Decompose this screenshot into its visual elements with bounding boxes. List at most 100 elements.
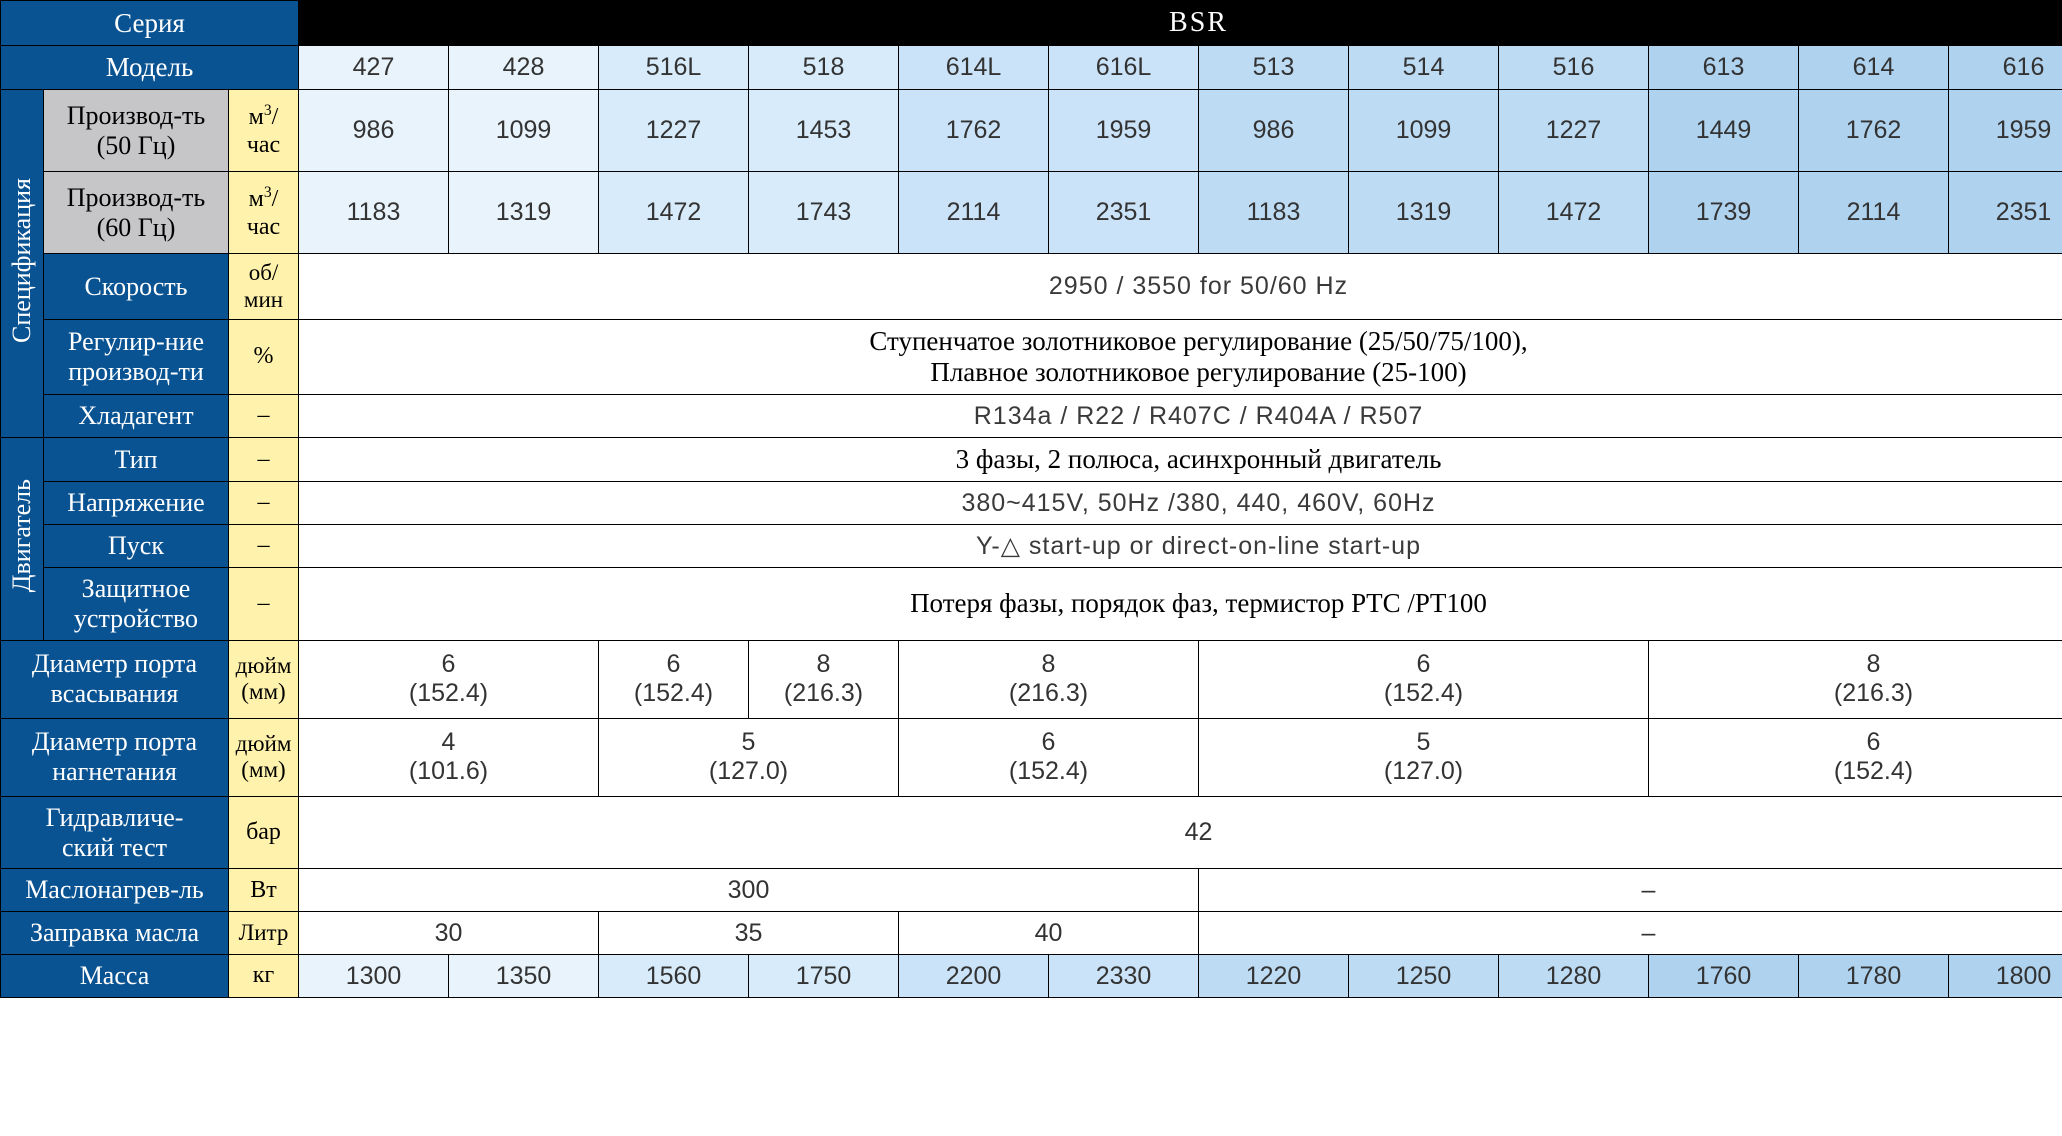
weight-val: 1800 [1949,955,2062,998]
cap60-val: 2351 [1949,172,2062,254]
heater-unit: Вт [229,869,299,912]
model-cell: 616 [1949,46,2062,90]
cap60-val: 1472 [1499,172,1649,254]
cap50-val: 1099 [449,90,599,172]
mtype-unit: – [229,438,299,482]
cap50-val: 1227 [599,90,749,172]
model-cell: 616L [1049,46,1199,90]
model-cell: 427 [299,46,449,90]
hydro-label: Гидравличе-ский тест [1,796,229,869]
model-cell: 428 [449,46,599,90]
row-weight: Масса кг 1300 1350 1560 1750 2200 2330 1… [1,955,2062,998]
oil-label: Заправка масла [1,912,229,955]
cap60-val: 1183 [1199,172,1349,254]
refrig-unit: – [229,395,299,438]
capctrl-label: Регулир-ниепроизвод-ти [44,320,229,395]
oil-cell: 40 [899,912,1199,955]
model-cell: 514 [1349,46,1499,90]
model-cell: 516 [1499,46,1649,90]
row-start: Пуск – Y-△ start-up or direct-on-line st… [1,525,2062,568]
group-spec-label: Спецификация [7,178,37,343]
cap60-val: 1319 [1349,172,1499,254]
heater-left: 300 [299,869,1199,912]
cap50-unit: м3/час [229,90,299,172]
cap50-val: 1449 [1649,90,1799,172]
series-label: Серия [1,1,299,46]
discharge-label: Диаметр портанагнетания [1,718,229,796]
row-suction: Диаметр портавсасывания дюйм(мм) 6(152.4… [1,640,2062,718]
voltage-unit: – [229,482,299,525]
voltage-label: Напряжение [44,482,229,525]
cap50-val: 1099 [1349,90,1499,172]
spec-table: Серия BSR Модель 427 428 516L 518 614L 6… [0,0,2062,998]
cap60-label: Производ-ть(60 Гц) [44,172,229,254]
cap60-val: 1319 [449,172,599,254]
heater-label: Маслонагрев-ль [1,869,229,912]
row-model: Модель 427 428 516L 518 614L 616L 513 51… [1,46,2062,90]
cap60-val: 2114 [899,172,1049,254]
weight-val: 1350 [449,955,599,998]
row-oil: Заправка масла Литр 30 35 40 – [1,912,2062,955]
speed-label: Скорость [44,254,229,320]
cap50-val: 1959 [1949,90,2062,172]
oil-unit: Литр [229,912,299,955]
series-value: BSR [299,1,2062,46]
oil-cell: 30 [299,912,599,955]
row-cap50: Спецификация Производ-ть(50 Гц) м3/час 9… [1,90,2062,172]
group-motor-label: Двигатель [7,479,37,592]
row-capctrl: Регулир-ниепроизвод-ти % Ступенчатое зол… [1,320,2062,395]
speed-unit: об/мин [229,254,299,320]
row-protect: Защитноеустройство – Потеря фазы, порядо… [1,567,2062,640]
start-label: Пуск [44,525,229,568]
cap50-val: 986 [1199,90,1349,172]
voltage-value: 380~415V, 50Hz /380, 440, 460V, 60Hz [299,482,2062,525]
cap60-val: 2351 [1049,172,1199,254]
model-cell: 614 [1799,46,1949,90]
capctrl-unit: % [229,320,299,395]
cap50-val: 1762 [899,90,1049,172]
protect-value: Потеря фазы, порядок фаз, термистор PTC … [299,567,2062,640]
hydro-unit: бар [229,796,299,869]
weight-val: 1560 [599,955,749,998]
discharge-cell: 6(152.4) [1649,718,2062,796]
group-spec: Спецификация [1,90,44,438]
discharge-cell: 6(152.4) [899,718,1199,796]
suction-cell: 8(216.3) [1649,640,2062,718]
suction-cell: 8(216.3) [749,640,899,718]
discharge-cell: 4(101.6) [299,718,599,796]
suction-cell: 6(152.4) [599,640,749,718]
row-refrig: Хладагент – R134a / R22 / R407C / R404A … [1,395,2062,438]
weight-val: 1780 [1799,955,1949,998]
weight-unit: кг [229,955,299,998]
heater-right: – [1199,869,2062,912]
weight-val: 1250 [1349,955,1499,998]
cap50-val: 1959 [1049,90,1199,172]
weight-val: 1300 [299,955,449,998]
discharge-cell: 5(127.0) [1199,718,1649,796]
discharge-cell: 5(127.0) [599,718,899,796]
row-speed: Скорость об/мин 2950 / 3550 for 50/60 Hz [1,254,2062,320]
weight-val: 2330 [1049,955,1199,998]
row-discharge: Диаметр портанагнетания дюйм(мм) 4(101.6… [1,718,2062,796]
cap60-val: 2114 [1799,172,1949,254]
cap50-label: Производ-ть(50 Гц) [44,90,229,172]
cap50-val: 1762 [1799,90,1949,172]
row-mtype: Двигатель Тип – 3 фазы, 2 полюса, асинхр… [1,438,2062,482]
refrig-label: Хладагент [44,395,229,438]
speed-value: 2950 / 3550 for 50/60 Hz [299,254,2062,320]
cap60-unit: м3/час [229,172,299,254]
row-cap60: Производ-ть(60 Гц) м3/час 1183 1319 1472… [1,172,2062,254]
suction-cell: 6(152.4) [299,640,599,718]
capctrl-value: Ступенчатое золотниковое регулирование (… [299,320,2062,395]
model-cell: 513 [1199,46,1349,90]
cap60-val: 1183 [299,172,449,254]
model-cell: 613 [1649,46,1799,90]
protect-unit: – [229,567,299,640]
suction-cell: 8(216.3) [899,640,1199,718]
oil-cell: – [1199,912,2062,955]
model-cell: 516L [599,46,749,90]
suction-label: Диаметр портавсасывания [1,640,229,718]
group-motor: Двигатель [1,438,44,641]
suction-unit: дюйм(мм) [229,640,299,718]
weight-val: 2200 [899,955,1049,998]
